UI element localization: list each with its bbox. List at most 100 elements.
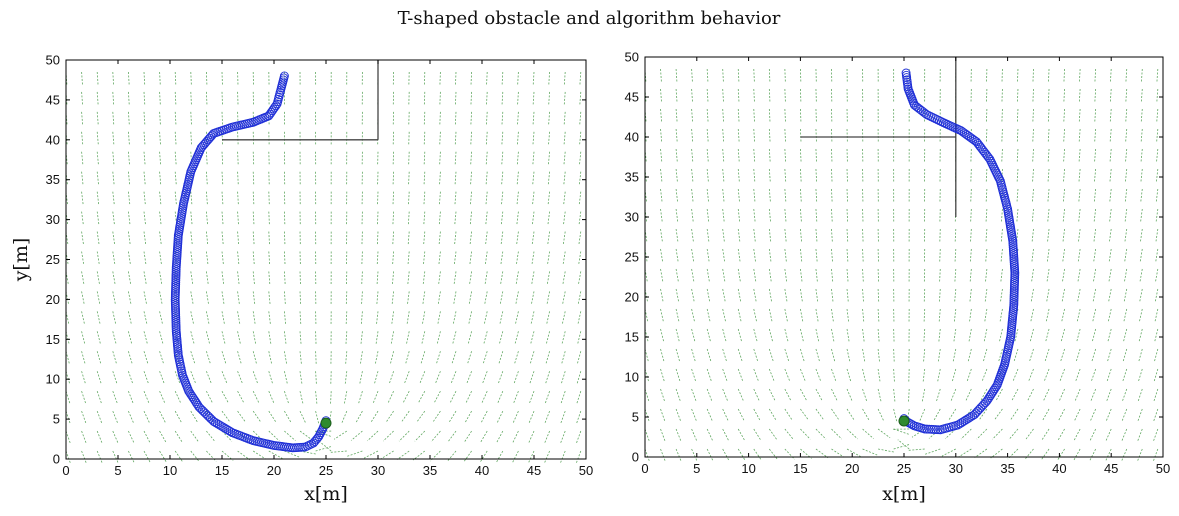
field-arrow <box>1029 328 1034 342</box>
field-arrow <box>877 328 880 342</box>
field-arrow <box>128 291 132 305</box>
field-arrow <box>485 191 488 205</box>
field-arrow <box>528 430 535 444</box>
field-arrow <box>1047 148 1050 162</box>
field-arrow <box>660 148 663 162</box>
trajectory-point <box>950 123 960 133</box>
field-arrow <box>112 271 116 285</box>
field-arrow <box>128 91 130 105</box>
field-arrow <box>831 228 833 242</box>
trajectory-point <box>992 168 1002 178</box>
field-arrow <box>1043 368 1050 382</box>
field-arrow <box>416 410 426 423</box>
field-arrow <box>675 148 678 162</box>
field-arrow <box>578 251 582 265</box>
field-arrow <box>1105 448 1112 462</box>
field-arrow <box>1090 388 1097 402</box>
field-arrow <box>545 351 550 364</box>
field-arrow <box>1014 328 1019 342</box>
field-arrow <box>706 228 710 242</box>
field-arrow <box>516 191 519 205</box>
trajectory-point <box>1010 270 1020 280</box>
field-arrow <box>65 151 68 165</box>
field-arrow <box>893 428 909 435</box>
trajectory-point <box>1009 292 1019 301</box>
field-arrow <box>691 68 693 82</box>
field-arrow <box>831 448 845 458</box>
field-arrow <box>1032 108 1034 122</box>
field-arrow <box>784 228 787 242</box>
field-arrow <box>268 430 280 442</box>
field-arrow <box>1094 168 1097 182</box>
field-arrow <box>1094 88 1097 102</box>
field-arrow <box>877 308 880 322</box>
field-arrow <box>174 430 183 443</box>
field-arrow <box>452 331 457 344</box>
field-arrow <box>1156 128 1159 142</box>
field-arrow <box>345 331 348 345</box>
trajectory-point <box>987 158 997 168</box>
field-arrow <box>706 208 710 222</box>
field-arrow <box>452 311 457 325</box>
field-arrow <box>96 231 100 245</box>
trajectory-point <box>952 124 962 134</box>
field-arrow <box>372 391 379 404</box>
field-arrow <box>367 430 379 442</box>
field-arrow <box>190 71 192 85</box>
field-arrow <box>831 428 842 440</box>
field-arrow <box>862 368 866 382</box>
field-arrow <box>846 228 849 242</box>
field-arrow <box>467 351 472 364</box>
field-arrow <box>392 231 394 245</box>
trajectory-point <box>1009 281 1019 291</box>
field-arrow <box>753 68 755 82</box>
field-arrow <box>722 348 727 362</box>
field-arrow <box>406 331 410 345</box>
field-arrow <box>206 251 209 265</box>
field-arrow <box>268 371 273 384</box>
field-arrow <box>423 171 426 185</box>
field-arrow <box>469 231 472 245</box>
field-arrow <box>65 410 71 424</box>
field-arrow <box>402 390 410 404</box>
field-arrow <box>660 388 666 402</box>
field-arrow <box>706 148 709 162</box>
field-arrow <box>722 308 726 322</box>
field-arrow <box>722 428 730 442</box>
y-tick-label: 45 <box>46 92 60 107</box>
trajectory-point <box>1010 279 1019 289</box>
field-arrow <box>737 148 740 162</box>
field-arrow <box>737 308 742 322</box>
field-arrow <box>1093 188 1097 202</box>
field-arrow <box>1047 208 1050 222</box>
field-arrow <box>1138 368 1143 382</box>
field-arrow <box>501 71 504 85</box>
field-arrow <box>1154 328 1159 342</box>
field-arrow <box>532 171 535 185</box>
field-arrow <box>563 111 566 125</box>
field-arrow <box>675 428 682 442</box>
field-arrow <box>112 251 116 265</box>
field-arrow <box>1001 128 1003 142</box>
x-tick-label: 30 <box>949 461 963 476</box>
field-arrow <box>706 408 713 422</box>
field-arrow <box>454 151 457 165</box>
trajectory-point <box>946 121 956 131</box>
field-arrow <box>547 251 550 265</box>
field-arrow <box>922 368 926 382</box>
field-arrow <box>1093 248 1097 262</box>
field-arrow <box>398 430 410 442</box>
field-arrow <box>969 268 972 282</box>
field-arrow <box>1125 68 1128 82</box>
field-arrow <box>344 371 348 384</box>
field-arrow <box>768 308 773 322</box>
field-arrow <box>644 348 649 362</box>
field-arrow <box>737 448 746 461</box>
field-arrow <box>969 288 972 302</box>
field-arrow <box>190 410 199 423</box>
field-arrow <box>1156 88 1159 102</box>
field-arrow <box>112 171 115 185</box>
field-arrow <box>419 371 426 384</box>
field-arrow <box>532 151 535 165</box>
field-arrow <box>1153 368 1159 382</box>
